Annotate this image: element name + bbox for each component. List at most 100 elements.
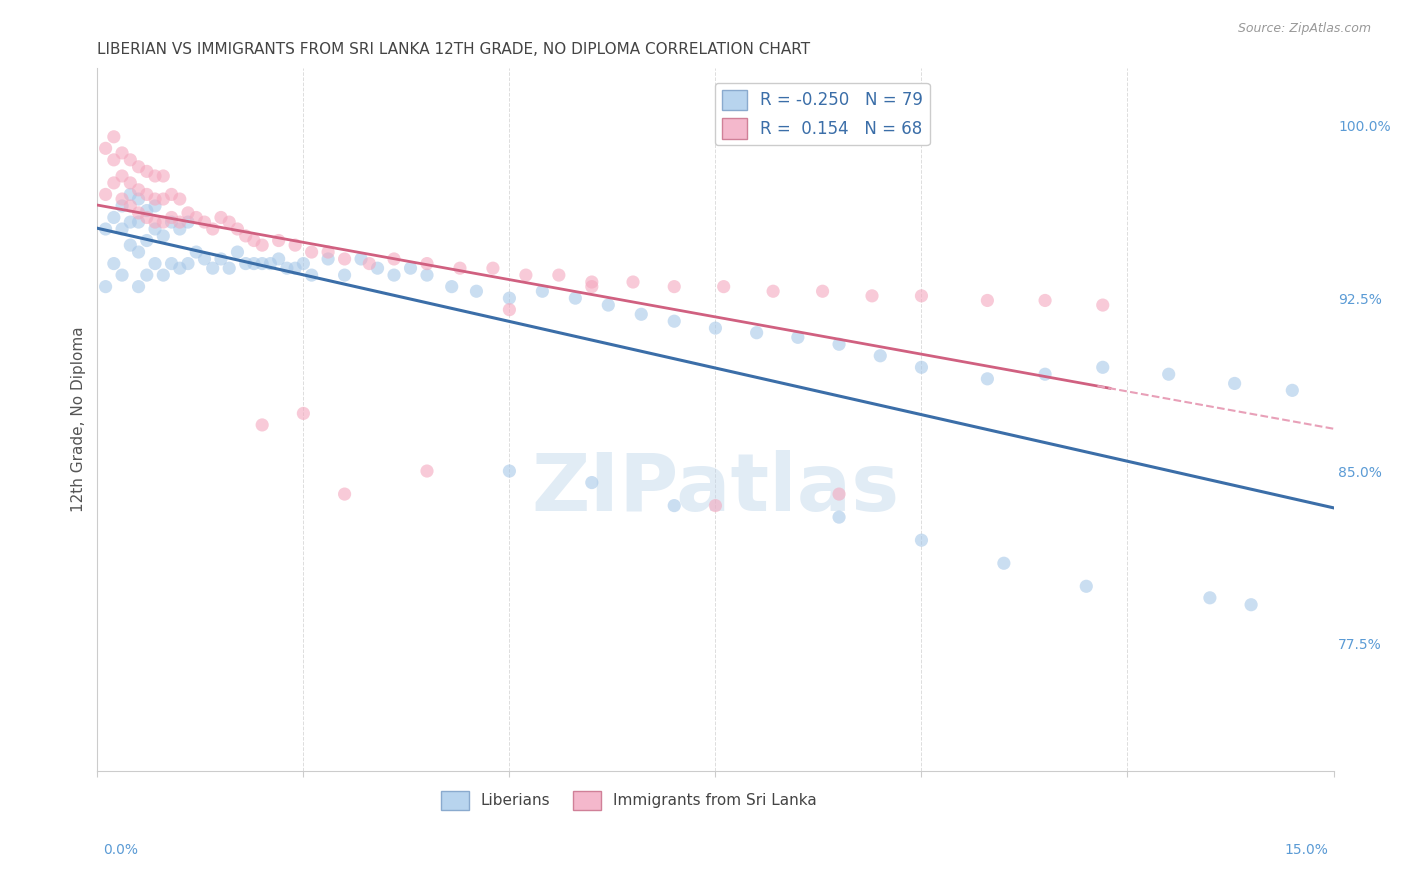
Point	[581, 475, 603, 490]
Point	[135, 164, 157, 178]
Point	[292, 406, 315, 420]
Text: 0.0%: 0.0%	[103, 843, 138, 857]
Point	[120, 215, 142, 229]
Point	[152, 228, 174, 243]
Point	[243, 234, 266, 248]
Point	[828, 337, 851, 351]
Point	[152, 268, 174, 282]
Point	[94, 187, 117, 202]
Text: LIBERIAN VS IMMIGRANTS FROM SRI LANKA 12TH GRADE, NO DIPLOMA CORRELATION CHART: LIBERIAN VS IMMIGRANTS FROM SRI LANKA 12…	[97, 42, 810, 57]
Point	[128, 245, 150, 260]
Point	[128, 192, 150, 206]
Point	[1281, 384, 1303, 398]
Point	[177, 206, 200, 220]
Point	[128, 206, 150, 220]
Point	[910, 360, 932, 375]
Point	[704, 321, 727, 335]
Point	[135, 211, 157, 225]
Point	[350, 252, 373, 266]
Point	[267, 234, 290, 248]
Point	[94, 222, 117, 236]
Point	[910, 289, 932, 303]
Point	[128, 160, 150, 174]
Point	[128, 279, 150, 293]
Text: 15.0%: 15.0%	[1285, 843, 1329, 857]
Point	[250, 238, 273, 252]
Point	[103, 211, 125, 225]
Point	[664, 499, 686, 513]
Point	[243, 256, 266, 270]
Point	[416, 268, 439, 282]
Point	[564, 291, 586, 305]
Point	[120, 153, 142, 167]
Point	[416, 256, 439, 270]
Point	[160, 211, 183, 225]
Point	[152, 192, 174, 206]
Point	[169, 215, 191, 229]
Point	[333, 487, 356, 501]
Point	[713, 279, 735, 293]
Point	[1091, 360, 1114, 375]
Point	[531, 284, 554, 298]
Point	[169, 222, 191, 236]
Point	[828, 510, 851, 524]
Point	[128, 183, 150, 197]
Point	[284, 261, 307, 276]
Point	[333, 252, 356, 266]
Point	[482, 261, 505, 276]
Point	[976, 372, 998, 386]
Point	[1223, 376, 1246, 391]
Point	[301, 268, 323, 282]
Point	[367, 261, 389, 276]
Point	[160, 215, 183, 229]
Point	[301, 245, 323, 260]
Point	[143, 215, 166, 229]
Point	[910, 533, 932, 548]
Legend: Liberians, Immigrants from Sri Lanka: Liberians, Immigrants from Sri Lanka	[434, 785, 823, 816]
Point	[103, 176, 125, 190]
Point	[120, 187, 142, 202]
Point	[193, 215, 215, 229]
Point	[416, 464, 439, 478]
Point	[250, 417, 273, 432]
Point	[465, 284, 488, 298]
Point	[160, 256, 183, 270]
Point	[630, 307, 652, 321]
Point	[143, 222, 166, 236]
Point	[143, 169, 166, 183]
Point	[359, 256, 381, 270]
Point	[267, 252, 290, 266]
Point	[152, 215, 174, 229]
Point	[177, 215, 200, 229]
Point	[664, 279, 686, 293]
Point	[547, 268, 569, 282]
Point	[284, 238, 307, 252]
Point	[120, 176, 142, 190]
Point	[169, 192, 191, 206]
Point	[186, 211, 208, 225]
Point	[316, 252, 339, 266]
Point	[111, 222, 134, 236]
Point	[209, 252, 232, 266]
Point	[449, 261, 471, 276]
Point	[111, 169, 134, 183]
Point	[128, 215, 150, 229]
Point	[828, 487, 851, 501]
Point	[1033, 368, 1056, 382]
Point	[160, 187, 183, 202]
Point	[515, 268, 537, 282]
Point	[621, 275, 644, 289]
Point	[152, 169, 174, 183]
Point	[103, 129, 125, 144]
Point	[143, 192, 166, 206]
Point	[399, 261, 422, 276]
Point	[103, 153, 125, 167]
Point	[498, 291, 520, 305]
Point	[498, 302, 520, 317]
Point	[1157, 368, 1180, 382]
Point	[259, 256, 281, 270]
Point	[94, 141, 117, 155]
Point	[226, 222, 249, 236]
Point	[103, 256, 125, 270]
Point	[111, 192, 134, 206]
